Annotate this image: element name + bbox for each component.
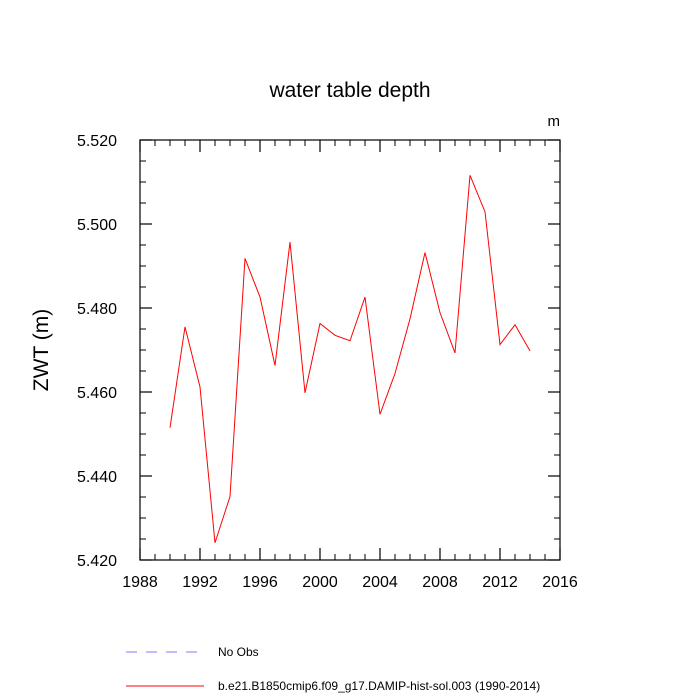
chart-title: water table depth [268,79,430,102]
y-tick-label: 5.460 [77,385,117,402]
y-axis-label: ZWT (m) [30,309,53,391]
x-tick-label: 2004 [362,574,398,591]
legend-label: b.e21.B1850cmip6.f09_g17.DAMIP-hist-sol.… [218,679,540,693]
x-tick-label: 1988 [122,574,158,591]
y-tick-label: 5.440 [77,469,117,486]
x-tick-label: 2016 [542,574,578,591]
x-tick-label: 2000 [302,574,338,591]
y-tick-label: 5.500 [77,217,117,234]
x-tick-label: 2008 [422,574,458,591]
x-tick-label: 1996 [242,574,278,591]
legend-label: No Obs [218,645,259,659]
series-line [169,175,531,543]
x-tick-label: 1992 [182,574,218,591]
y-tick-label: 5.420 [77,553,117,570]
y-tick-label: 5.480 [77,301,117,318]
y-tick-label: 5.520 [77,133,117,150]
plot-area: 1988 1992 1996 2000 2004 2008 2012 2016 5.420 5.4… [77,133,578,591]
legend: No Obs b.e21.B1850cmip6.f09_g17.DAMIP-his… [126,645,540,693]
x-tick-label: 2012 [482,574,518,591]
units-label: m [548,113,561,130]
plot-frame [139,139,561,561]
